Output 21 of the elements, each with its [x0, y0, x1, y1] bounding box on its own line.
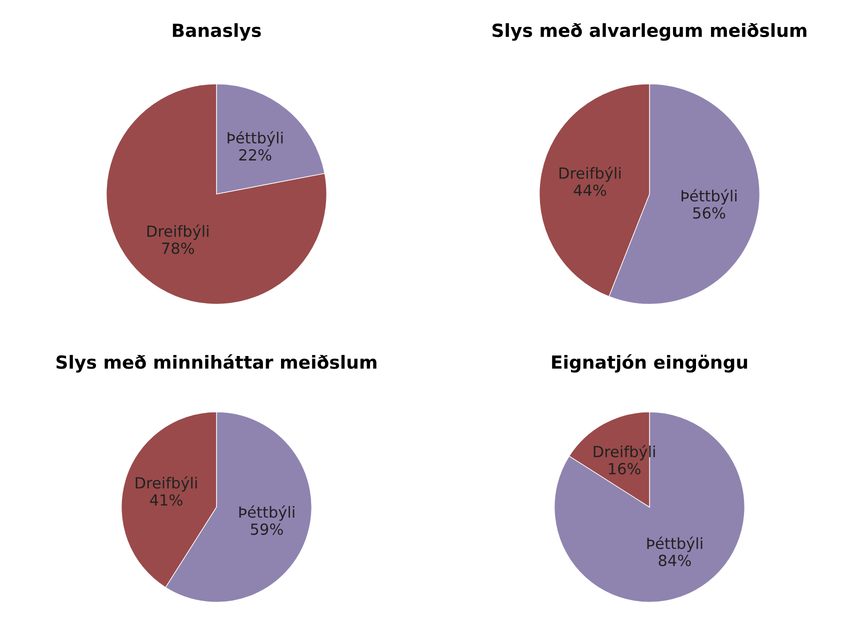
- data-label: 44%: [574, 184, 606, 196]
- slice-label: Þéttbýli: [239, 505, 294, 521]
- chart-title: Eignatjón eingöngu: [552, 354, 748, 373]
- data-label: 78%: [162, 242, 194, 254]
- chart-title: Slys með minniháttar meiðslum: [56, 354, 376, 373]
- slice-label: Þéttbýli: [682, 189, 737, 205]
- data-label: 41%: [150, 494, 182, 506]
- slice-label: Dreifbýli: [560, 166, 621, 182]
- slice-label: Dreifbýli: [147, 224, 208, 240]
- data-label: 84%: [658, 554, 691, 566]
- chart-title: Slys með alvarlegum meiðslum: [492, 23, 806, 41]
- slice-label: Þéttbýli: [228, 131, 283, 147]
- slice-label: Þéttbýli: [647, 536, 702, 552]
- data-label: 59%: [250, 523, 283, 535]
- data-label: 56%: [693, 207, 726, 219]
- slice-label: Dreifbýli: [136, 476, 197, 492]
- pie-slice: [554, 412, 745, 603]
- data-label: 16%: [608, 462, 640, 474]
- pie-slice: [106, 84, 328, 305]
- chart-title: Banaslys: [172, 23, 261, 41]
- data-label: 22%: [239, 149, 272, 161]
